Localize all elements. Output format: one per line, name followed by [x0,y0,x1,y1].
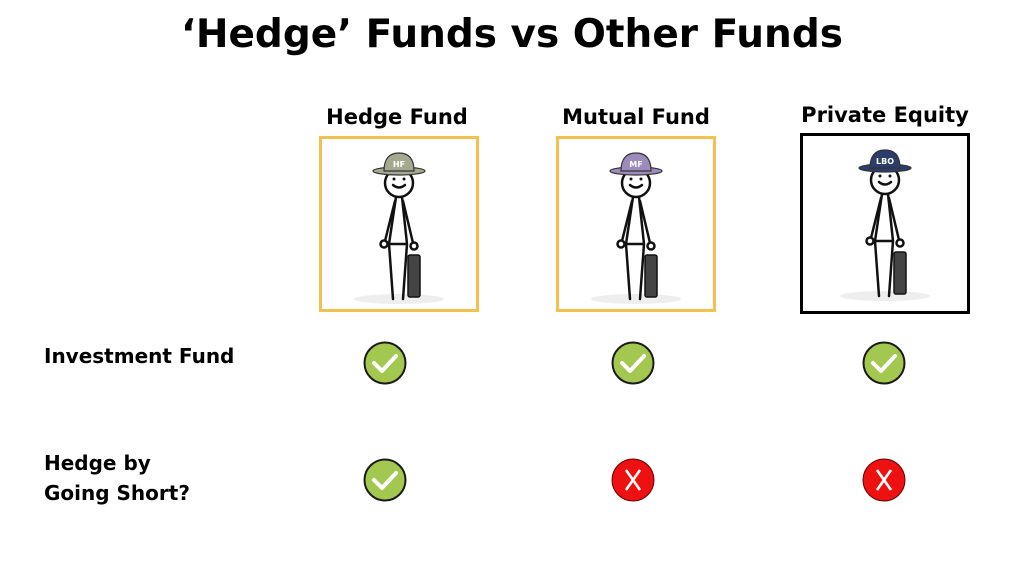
figure-shadow [591,294,681,304]
figure-body [387,195,409,301]
briefcase-icon [644,254,658,298]
row-label-investment-fund: Investment Fund [44,344,235,368]
briefcase-icon [893,251,907,295]
cross-icon [862,458,906,502]
figure-shadow [354,294,444,304]
hat-icon: MF [609,152,663,176]
figure-smile [628,183,644,189]
hat-label: LBO [876,157,894,166]
hat-label: HF [393,160,405,169]
briefcase-icon [407,254,421,298]
stick-figure-hedge-fund: HF [354,152,444,304]
figure-body [873,192,895,298]
check-icon [363,458,407,502]
row-label-hedge-by-going-short: Hedge by Going Short? [44,451,190,505]
private-equity-figure-card: LBO [800,133,970,314]
hedge-fund-figure-card: HF [319,136,479,312]
mutual-fund-figure-card: MF [556,136,716,312]
figure-body [624,195,646,301]
stick-figure-mutual-fund: MF [591,152,681,304]
slide-title: ‘Hedge’ Funds vs Other Funds [181,12,843,57]
column-header-private-equity: Private Equity [801,103,969,127]
hat-icon: LBO [858,149,912,173]
cross-icon [611,458,655,502]
figure-smile [877,180,893,186]
column-header-hedge-fund: Hedge Fund [326,105,468,129]
hat-label: MF [629,160,642,169]
stick-figure-private-equity: LBO [840,149,930,301]
column-header-mutual-fund: Mutual Fund [562,105,710,129]
figure-shadow [840,291,930,301]
check-icon [363,341,407,385]
figure-smile [391,183,407,189]
check-icon [611,341,655,385]
figure-arms [869,196,901,242]
figure-arms [620,199,652,245]
figure-arms [383,199,415,245]
hat-icon: HF [372,152,426,176]
check-icon [862,341,906,385]
